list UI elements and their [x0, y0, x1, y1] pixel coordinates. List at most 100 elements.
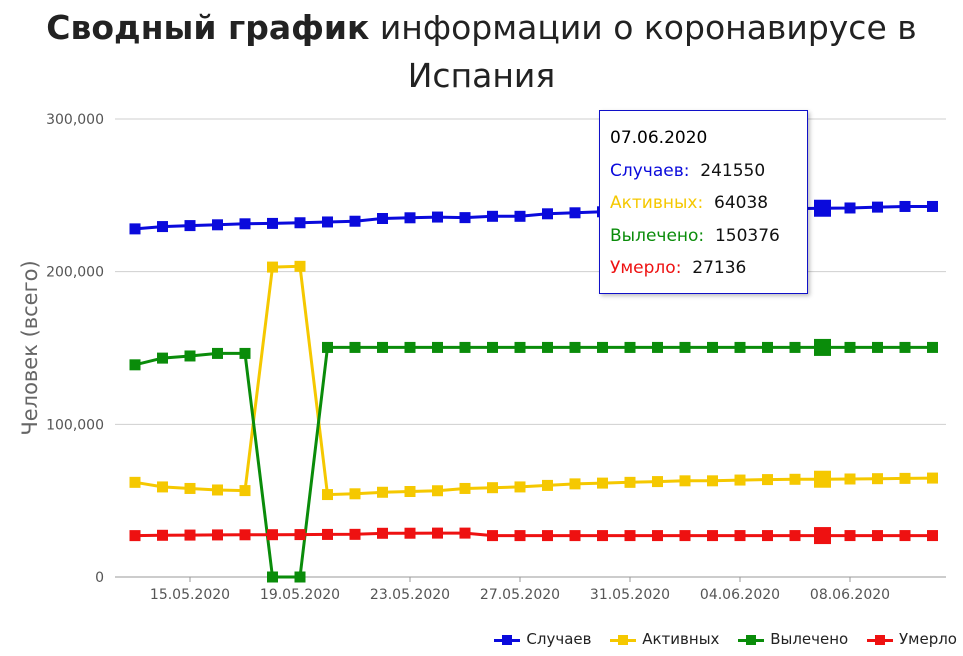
chart-title-bold: Сводный график — [46, 8, 370, 47]
data-point-deaths — [624, 530, 636, 542]
tooltip-row-recovered: Вылечено: 150376 — [610, 220, 807, 253]
data-point-deaths — [322, 528, 333, 540]
data-point-active — [872, 473, 883, 485]
data-point-cases — [322, 216, 333, 228]
data-point-cases — [844, 202, 856, 214]
data-point-active — [814, 470, 831, 488]
legend-item-active[interactable]: Активных — [610, 630, 719, 648]
data-point-cases — [487, 210, 498, 222]
data-point-recovered — [294, 571, 306, 583]
data-point-cases — [814, 199, 831, 217]
data-point-active — [294, 260, 306, 272]
data-point-recovered — [707, 341, 718, 353]
data-point-recovered — [459, 341, 471, 353]
chart-title: Сводный график информации о коронавирусе… — [0, 4, 963, 100]
data-point-cases — [212, 219, 223, 231]
series-line-deaths — [134, 531, 933, 538]
data-point-deaths — [459, 527, 471, 539]
data-point-active — [652, 476, 663, 488]
data-point-deaths — [679, 530, 691, 542]
legend-label-deaths: Умерло — [899, 630, 957, 648]
y-tick-label: 0 — [95, 570, 104, 586]
data-point-active — [734, 474, 746, 486]
tooltip-row-cases: Случаев: 241550 — [610, 155, 807, 188]
data-point-deaths — [707, 530, 718, 542]
data-point-cases — [377, 213, 388, 225]
data-point-cases — [927, 200, 938, 212]
data-point-recovered — [814, 338, 831, 356]
data-point-active — [899, 472, 911, 484]
legend-swatch-recovered — [738, 634, 765, 645]
data-point-recovered — [184, 350, 196, 362]
legend-item-recovered[interactable]: Вылечено — [738, 630, 848, 648]
data-point-cases — [542, 208, 553, 220]
data-point-deaths — [267, 529, 278, 541]
data-point-deaths — [239, 529, 251, 541]
data-point-active — [157, 481, 168, 493]
tooltip-label-cases: Случаев: — [610, 160, 690, 181]
tooltip-value-deaths: 27136 — [692, 258, 747, 278]
data-point-recovered — [239, 347, 251, 359]
data-point-active — [707, 475, 718, 487]
data-point-recovered — [734, 341, 746, 353]
data-point-cases — [432, 211, 443, 223]
data-point-deaths — [212, 529, 223, 541]
data-point-cases — [184, 220, 196, 232]
data-point-cases — [404, 212, 416, 224]
data-point-recovered — [652, 341, 663, 353]
data-point-recovered — [157, 352, 168, 364]
data-point-active — [762, 474, 773, 486]
data-point-active — [377, 486, 388, 498]
data-point-recovered — [844, 341, 856, 353]
series-line-active — [134, 264, 933, 497]
x-tick-label: 19.05.2020 — [260, 587, 340, 603]
chart-legend: Случаев Активных Вылечено Умерло — [480, 630, 957, 648]
y-tick-label: 100,000 — [46, 417, 104, 433]
data-point-deaths — [349, 528, 361, 540]
data-point-active — [184, 482, 196, 494]
chart-title-rest: информации о коронавирусе в Испания — [379, 8, 917, 95]
data-point-recovered — [762, 341, 773, 353]
x-tick-label: 27.05.2020 — [480, 587, 560, 603]
data-point-cases — [129, 223, 141, 235]
data-point-deaths — [814, 527, 831, 545]
chart-tooltip: 07.06.2020 Случаев: 241550 Активных: 640… — [599, 110, 808, 294]
data-point-cases — [349, 215, 361, 227]
data-point-recovered — [597, 341, 608, 353]
tooltip-value-recovered: 150376 — [714, 225, 780, 246]
data-point-cases — [872, 201, 883, 213]
data-point-deaths — [184, 529, 196, 541]
data-point-active — [597, 477, 608, 489]
legend-item-cases[interactable]: Случаев — [494, 630, 591, 648]
legend-swatch-cases — [494, 634, 521, 645]
data-point-active — [239, 485, 251, 497]
data-point-deaths — [899, 530, 911, 542]
data-point-cases — [157, 221, 168, 233]
data-point-recovered — [377, 341, 388, 353]
data-point-recovered — [212, 347, 223, 359]
data-point-active — [789, 473, 801, 485]
data-point-cases — [514, 210, 526, 222]
data-point-deaths — [734, 530, 746, 542]
data-point-deaths — [432, 527, 443, 539]
data-point-recovered — [487, 341, 498, 353]
legend-label-active: Активных — [642, 630, 720, 648]
tooltip-row-deaths: Умерло: 27136 — [610, 252, 807, 285]
data-point-recovered — [349, 341, 361, 353]
series-line-cases — [134, 205, 933, 231]
legend-swatch-deaths — [867, 634, 894, 645]
x-tick-label: 31.05.2020 — [590, 587, 670, 603]
data-point-recovered — [542, 341, 553, 353]
data-point-active — [844, 473, 856, 485]
data-point-recovered — [514, 341, 526, 353]
legend-item-deaths[interactable]: Умерло — [867, 630, 957, 648]
x-tick-label: 23.05.2020 — [370, 587, 450, 603]
tooltip-label-recovered: Вылечено: — [610, 225, 705, 246]
data-point-active — [927, 472, 938, 484]
data-point-cases — [239, 218, 251, 230]
data-point-recovered — [624, 341, 636, 353]
series-line-recovered — [134, 345, 933, 579]
tooltip-label-deaths: Умерло: — [610, 258, 682, 278]
data-point-deaths — [789, 530, 801, 542]
